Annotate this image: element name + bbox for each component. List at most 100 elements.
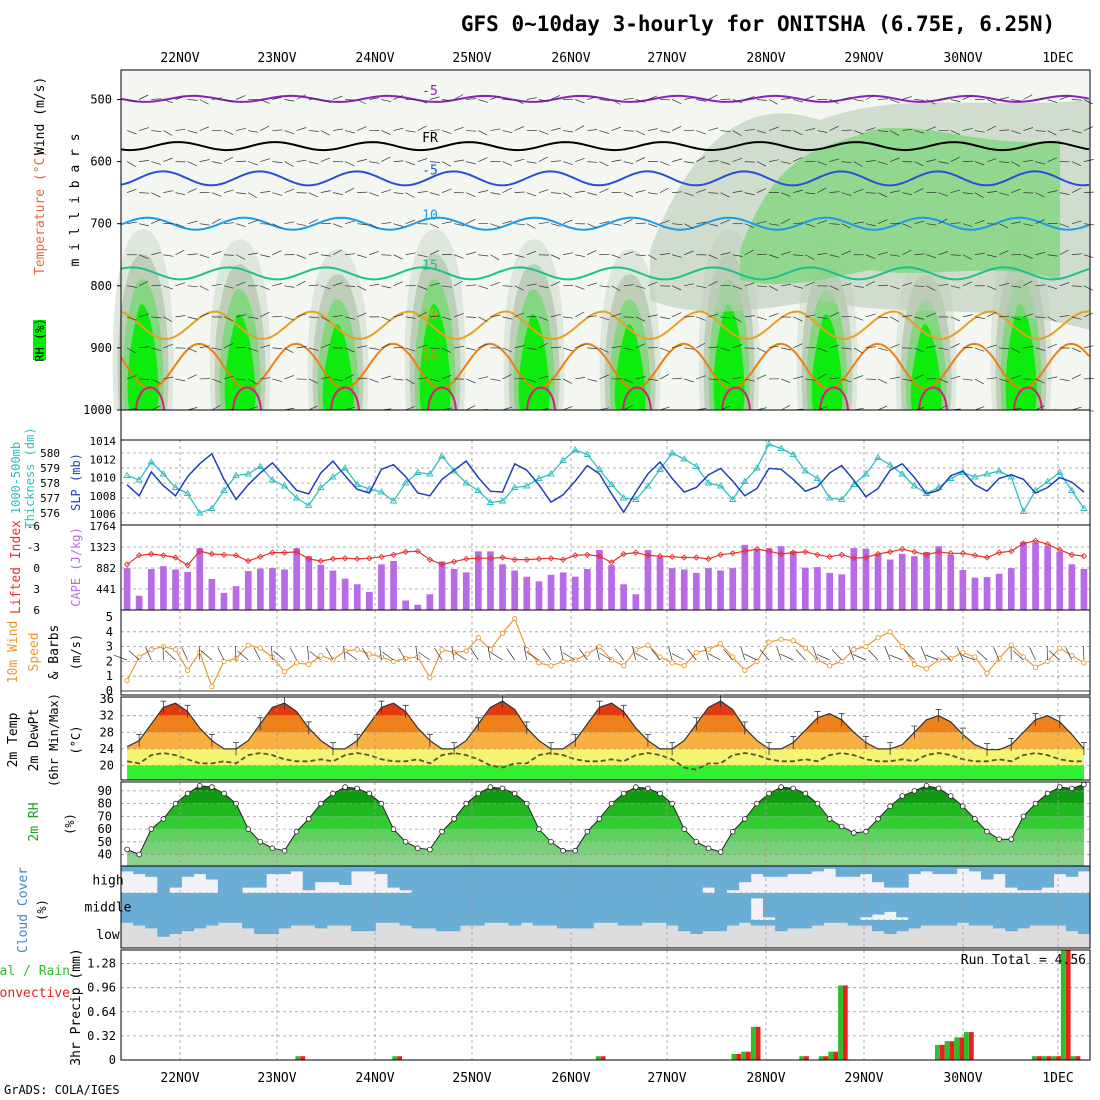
wind-barb: [478, 99, 489, 103]
wind-barb: [744, 192, 755, 196]
cape-bar: [620, 584, 627, 610]
cloud-high-bar: [859, 866, 873, 875]
temperature-contour-30: [427, 386, 457, 411]
cape-bar: [269, 568, 276, 610]
wind-barb: [453, 94, 463, 100]
wind-barb: [429, 250, 440, 256]
cape-bar: [838, 574, 846, 610]
cloud-high-bar: [1065, 866, 1079, 877]
temp-band: [127, 748, 1084, 766]
cape-bar: [1044, 546, 1051, 610]
wind-speed-marker: [136, 654, 142, 660]
wind-speed-marker: [257, 645, 263, 651]
temperature-contour: [120, 141, 1090, 152]
wind-barb: [781, 161, 791, 165]
wind-barb: [635, 189, 646, 193]
wind-barb: [502, 187, 512, 193]
wind-barb: [672, 254, 682, 258]
cloud-level-label: middle: [85, 901, 132, 916]
wind-barb: [381, 222, 392, 225]
footer-credit: GrADS: COLA/IGES: [4, 1083, 120, 1097]
cloud-low-bar: [944, 920, 958, 926]
wind-units: (m/s): [69, 634, 83, 670]
wind-barb: [829, 254, 840, 258]
wind-barb: [684, 192, 694, 197]
wind-barb: [308, 378, 318, 384]
thickness-marker: [135, 476, 143, 483]
wind-barb: [211, 97, 222, 100]
wind-barb: [199, 99, 209, 105]
thickness-marker: [777, 444, 785, 451]
bottom-date-axis: 22NOV 23NOV 24NOV 25NOV 26NOV 27NOV 28NOV 29NOV…: [160, 1071, 1073, 1086]
wind-barb: [441, 99, 452, 102]
wind-barb: [538, 156, 548, 162]
wind-barb: [877, 192, 888, 198]
wind-speed-marker: [972, 654, 978, 660]
wind-frame: [120, 609, 1091, 696]
top-date-label: 30NOV: [943, 51, 982, 66]
cape-bar: [608, 565, 615, 610]
cloud-middle-bar: [1041, 893, 1055, 920]
wind-barb: [853, 99, 864, 102]
thickness-marker: [1043, 477, 1052, 484]
wind-barb: [393, 160, 404, 162]
thickness-marker: [280, 482, 289, 489]
top-date-axis: 22NOV 23NOV 24NOV 25NOV 26NOV 27NOV 28NOV 29NOV…: [160, 51, 1073, 66]
wind-barb: [1023, 159, 1034, 162]
pressure-tick-label: 600: [90, 155, 112, 169]
wind-barb: [744, 223, 755, 228]
thickness-marker: [244, 470, 252, 477]
wind-barb: [260, 223, 271, 225]
li-tick-label: -6: [27, 520, 40, 533]
cloud-middle-bar: [411, 893, 425, 920]
wind-speed-marker: [790, 638, 796, 644]
wind-barb: [1035, 219, 1045, 225]
li-marker: [899, 545, 906, 553]
temp-tick-label: 24: [100, 742, 114, 756]
convective-rain-bar: [833, 1051, 838, 1060]
wind-barb: [889, 130, 900, 136]
wind-barb: [550, 281, 561, 287]
wind-barb: [890, 254, 901, 257]
wind-barb: [211, 347, 222, 351]
wind-barb: [453, 126, 464, 131]
cape-bar: [160, 566, 167, 610]
wind-barb: [490, 254, 500, 261]
cloud-high-bar: [605, 866, 618, 893]
wind-barb: [237, 650, 249, 661]
thickness-marker: [401, 479, 410, 486]
wind-barb: [550, 254, 561, 260]
cloud-low-bar: [872, 920, 885, 932]
wind-barb: [343, 646, 346, 661]
wind-barb: [466, 130, 477, 132]
wind-barb: [986, 285, 997, 291]
wind-barb: [635, 222, 646, 225]
rh-tick-label: 80: [98, 797, 112, 811]
wind-barb: [599, 130, 610, 134]
wind-barb: [181, 647, 188, 661]
wind-barb: [914, 99, 925, 101]
wind-barb: [308, 192, 318, 198]
wind-barb: [659, 130, 670, 133]
wind-barb: [578, 648, 588, 661]
wind-barb: [466, 347, 476, 351]
wind-barb: [126, 375, 137, 380]
thickness-marker: [183, 489, 192, 496]
wind-speed-marker: [645, 642, 651, 648]
convective-rain-bar: [842, 985, 848, 1060]
li-marker: [402, 548, 409, 556]
cloud-low-bar: [750, 920, 764, 926]
cloud-high-bar: [617, 866, 631, 893]
wind-barb: [986, 99, 997, 104]
wind-barb: [938, 97, 949, 100]
thickness-marker: [1068, 486, 1076, 493]
wind-barb: [575, 377, 586, 380]
wind-barb: [890, 99, 900, 104]
wind-barb: [841, 347, 852, 350]
wind-barb: [344, 161, 355, 167]
wind-barb: [647, 95, 658, 100]
cape-bar: [741, 544, 749, 610]
wind-barb: [272, 378, 283, 383]
wind-barb: [659, 373, 669, 380]
wind-speed-marker: [536, 660, 542, 666]
